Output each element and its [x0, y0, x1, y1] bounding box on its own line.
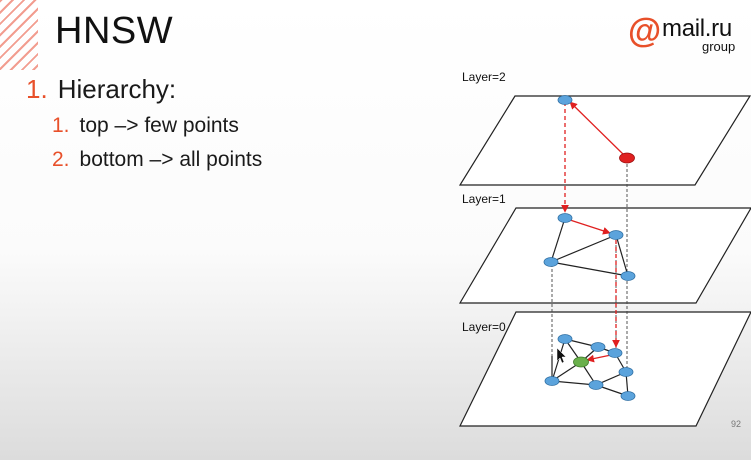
layer-1-plane [458, 207, 751, 304]
layer-2-label: Layer=2 [462, 70, 506, 84]
corner-decoration [0, 0, 38, 70]
sub-bullet-item-bottom: 2. bottom –> all points [52, 148, 262, 182]
bullet-number: 1. [26, 74, 48, 104]
layer-0-label: Layer=0 [462, 320, 506, 334]
layer-0-search-arrow [586, 354, 612, 363]
sub-bullet-number: 2. [52, 148, 70, 171]
sub-bullet-text: top –> few points [79, 114, 239, 137]
bullet-list: 1. Hierarchy: 1. top –> few points 2. bo… [26, 74, 262, 182]
layer-1-nodes [543, 213, 636, 281]
logo-at-symbol: @ [628, 12, 662, 50]
layer-0-target-node [573, 356, 589, 368]
layer-2-plane [458, 95, 751, 186]
layer-0-nodes [544, 334, 636, 401]
sub-bullet-item-top: 1. top –> few points [52, 114, 262, 148]
hnsw-layers-diagram: Layer=2 Layer=1 Layer=0 [458, 70, 751, 427]
search-path [561, 101, 627, 363]
layer-2-node [557, 95, 573, 105]
slide-number: 92 [731, 419, 742, 429]
mouse-cursor-icon [556, 347, 567, 364]
slide-title: HNSW [55, 10, 174, 52]
bullet-item-hierarchy: 1. Hierarchy: [26, 74, 262, 108]
layer-1-search-arrow [569, 219, 611, 235]
layer-2-search-arrow [569, 101, 627, 158]
logo-wordmark: mail.ru [662, 15, 732, 42]
layer-0-plane [459, 311, 751, 427]
bullet-text: Hierarchy: [57, 74, 177, 104]
sub-bullet-text: bottom –> all points [79, 148, 263, 171]
layer-2-entry-node [619, 152, 635, 164]
sub-bullet-number: 1. [52, 114, 70, 137]
mailru-group-logo: @ mail.ru group [628, 14, 746, 60]
layer-1-label: Layer=1 [462, 192, 506, 206]
layer-1-edges [550, 217, 629, 277]
logo-group-text: group [702, 39, 736, 54]
